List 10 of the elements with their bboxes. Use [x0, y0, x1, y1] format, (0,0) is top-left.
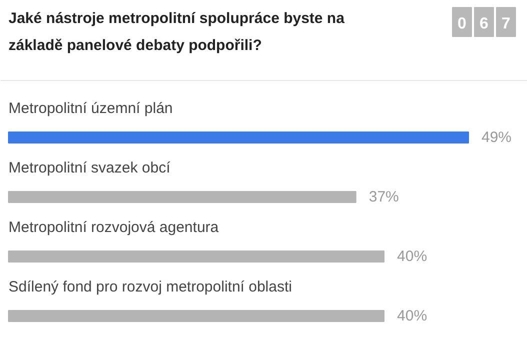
y-tick-label: Metropolitní územní plán: [8, 100, 173, 117]
data-label: 40%: [397, 308, 428, 324]
y-tick-label: Metropolitní svazek obcí: [8, 160, 172, 176]
y-tick-label: Metropolitní rozvojová agentura: [8, 219, 220, 236]
chart-title: Jaké nástroje metropolitní spolupráce byste na základě panelové debaty podpořili?: [8, 10, 346, 54]
data-label: 40%: [397, 248, 428, 265]
data-label: 49%: [482, 129, 512, 146]
text: 0 6 7: [458, 16, 511, 32]
y-tick-label: Sdílený fond pro rozvoj metropolitní oblasti: [8, 278, 292, 296]
data-label: 37%: [368, 188, 399, 206]
